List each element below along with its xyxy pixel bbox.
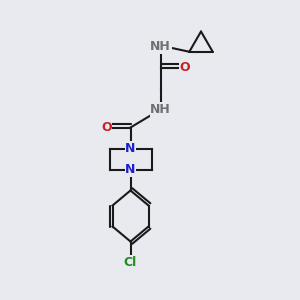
Text: NH: NH xyxy=(150,103,171,116)
Text: Cl: Cl xyxy=(124,256,137,269)
Text: N: N xyxy=(125,163,136,176)
Text: N: N xyxy=(125,142,136,155)
Text: NH: NH xyxy=(150,40,171,53)
Text: O: O xyxy=(101,121,112,134)
Text: O: O xyxy=(179,61,190,74)
